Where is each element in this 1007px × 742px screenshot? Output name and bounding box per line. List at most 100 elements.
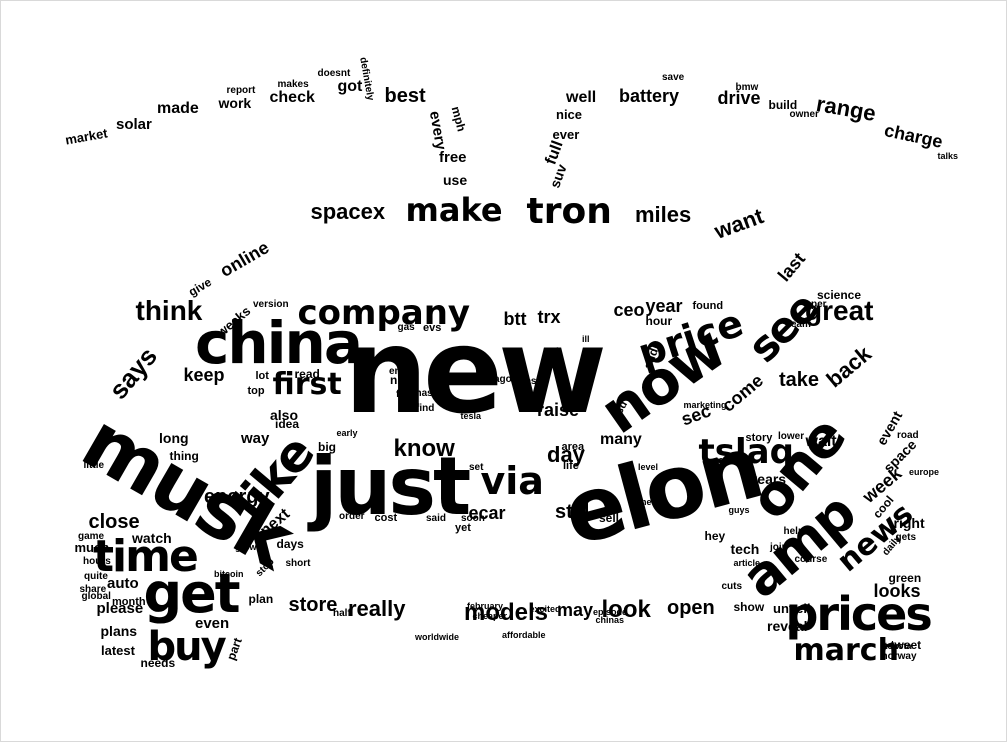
word-report: report — [226, 85, 256, 96]
word-owner: owner — [789, 109, 819, 120]
word-use: use — [443, 172, 468, 188]
word-lot: lot — [255, 369, 269, 382]
word-plans: plans — [100, 623, 138, 639]
word-raise: raise — [537, 400, 580, 420]
word-open: open — [667, 597, 715, 619]
word-get: get — [143, 562, 241, 625]
word-guys: guys — [728, 504, 750, 515]
word-long: long — [159, 430, 189, 446]
word-also: also — [270, 407, 299, 423]
word-save: save — [662, 72, 685, 83]
word-suv: suv — [546, 161, 570, 191]
word-bitcoin: bitcoin — [214, 568, 244, 579]
word-little: little — [83, 460, 105, 471]
word-test: test — [522, 376, 540, 387]
word-tweet: tweet — [890, 638, 922, 652]
word-join: join — [770, 542, 788, 553]
word-spacex: spacex — [310, 199, 386, 224]
word-tslaq: tslaq — [698, 432, 794, 472]
word-gas: gas — [397, 322, 415, 333]
word-first: first — [272, 367, 342, 402]
word-story: story — [745, 431, 773, 444]
word-half: half — [333, 608, 351, 619]
word-drive: drive — [717, 88, 761, 108]
word-best: best — [384, 85, 426, 107]
word-please: please — [96, 599, 144, 617]
word-ecar: ecar — [468, 503, 506, 523]
word-btt: btt — [503, 309, 527, 329]
word-short: short — [285, 558, 311, 569]
word-top: top — [247, 384, 265, 397]
word-version: version — [253, 299, 289, 310]
word-well: well — [566, 89, 597, 106]
word-europe: europe — [909, 466, 940, 477]
word-company: company — [297, 293, 471, 333]
word-right: right — [893, 515, 925, 531]
word-event: event — [872, 408, 905, 448]
word-february: february — [467, 600, 504, 611]
word-cost: cost — [374, 511, 398, 524]
word-way: way — [241, 429, 270, 447]
word-episode: episode — [593, 606, 628, 617]
word-looks: looks — [873, 581, 921, 601]
word-china: china — [195, 309, 363, 377]
word-thing: thing — [169, 449, 199, 463]
word-know: know — [393, 435, 455, 462]
word-back: back — [821, 340, 877, 393]
word-fun: fun — [582, 352, 596, 363]
word-green: green — [888, 571, 922, 585]
word-nice: nice — [556, 106, 583, 122]
word-fast: fast — [396, 389, 414, 400]
word-course: course — [794, 554, 828, 565]
word-marketing: marketing — [683, 399, 727, 410]
word-level: level — [638, 461, 659, 472]
word-still: still — [555, 501, 590, 523]
word-make: make — [405, 191, 503, 229]
word-gets: gets — [895, 532, 917, 543]
word-got: got — [337, 78, 363, 95]
word-life: life — [563, 459, 579, 472]
word-days: days — [276, 537, 304, 551]
word-much: much — [74, 539, 110, 555]
word-month: month — [112, 595, 146, 608]
word-share: share — [79, 584, 107, 595]
word-hour: hour — [645, 314, 673, 328]
word-charge: charge — [882, 120, 944, 152]
word-makes: makes — [277, 79, 309, 90]
word-done: done — [630, 496, 652, 507]
word-online: online — [216, 237, 272, 281]
word-cash: cash — [713, 454, 735, 465]
word-plan: plan — [248, 592, 274, 606]
word-tesla: tesla — [460, 410, 482, 421]
word-area: area — [561, 440, 585, 453]
word-say: say — [523, 397, 542, 410]
word-ill: ill — [582, 333, 590, 344]
word-evs: evs — [423, 321, 442, 334]
word-affordable: affordable — [502, 629, 546, 640]
word-time: time — [93, 531, 199, 582]
word-years: years — [749, 471, 787, 487]
word-lower: lower — [778, 431, 805, 442]
word-part: part — [223, 635, 245, 663]
word-bmw: bmw — [735, 82, 759, 93]
word-norway: norway — [881, 651, 917, 662]
word-ever: ever — [552, 126, 580, 142]
word-find: find — [416, 403, 435, 414]
word-buy: buy — [147, 624, 227, 670]
word-read: read — [294, 367, 320, 381]
word-keep: keep — [183, 365, 225, 385]
word-quite: quite — [84, 571, 108, 582]
word-store: store — [288, 594, 338, 616]
word-worldwide: worldwide — [415, 631, 460, 642]
word-big: big — [318, 440, 336, 454]
word-help: help — [783, 526, 805, 537]
word-said: said — [426, 513, 447, 524]
word-every: every — [425, 109, 449, 151]
word-sell: sell — [599, 511, 620, 525]
word-build: build — [768, 98, 798, 112]
word-says: says — [102, 341, 164, 405]
word-order: order — [339, 511, 365, 522]
word-game: game — [78, 531, 105, 542]
word-via: via — [480, 459, 544, 503]
word-just: just — [310, 440, 471, 533]
